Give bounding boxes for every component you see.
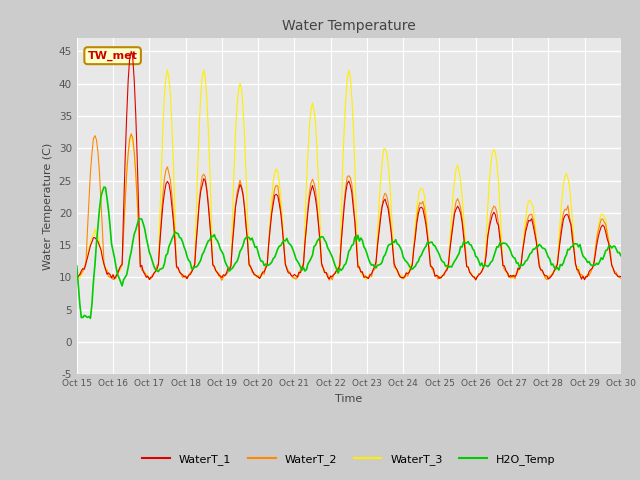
Text: TW_met: TW_met [88, 50, 138, 61]
Title: Water Temperature: Water Temperature [282, 19, 415, 33]
Y-axis label: Water Temperature (C): Water Temperature (C) [43, 143, 53, 270]
Legend: WaterT_1, WaterT_2, WaterT_3, H2O_Temp: WaterT_1, WaterT_2, WaterT_3, H2O_Temp [138, 450, 560, 469]
X-axis label: Time: Time [335, 394, 362, 404]
